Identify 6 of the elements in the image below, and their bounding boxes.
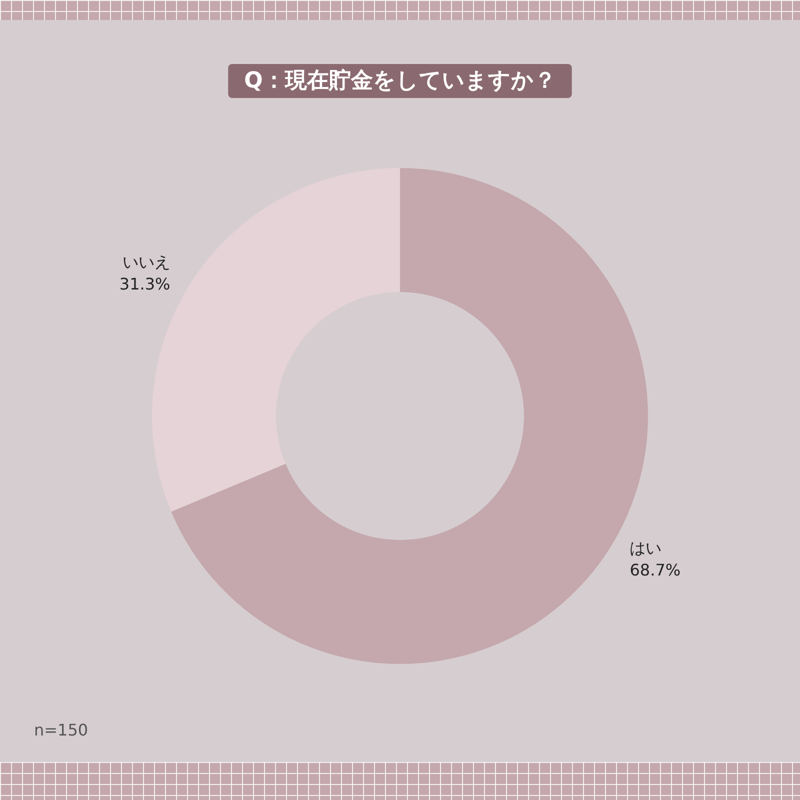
slice-label: いいえ [122, 252, 170, 272]
chart-title: Q：現在貯金をしていますか？ [244, 68, 556, 94]
data-label: 31.3% [119, 274, 170, 294]
data-label: 68.7% [630, 560, 681, 580]
slice-label: はい [630, 538, 662, 558]
text: n=150 [34, 720, 88, 740]
